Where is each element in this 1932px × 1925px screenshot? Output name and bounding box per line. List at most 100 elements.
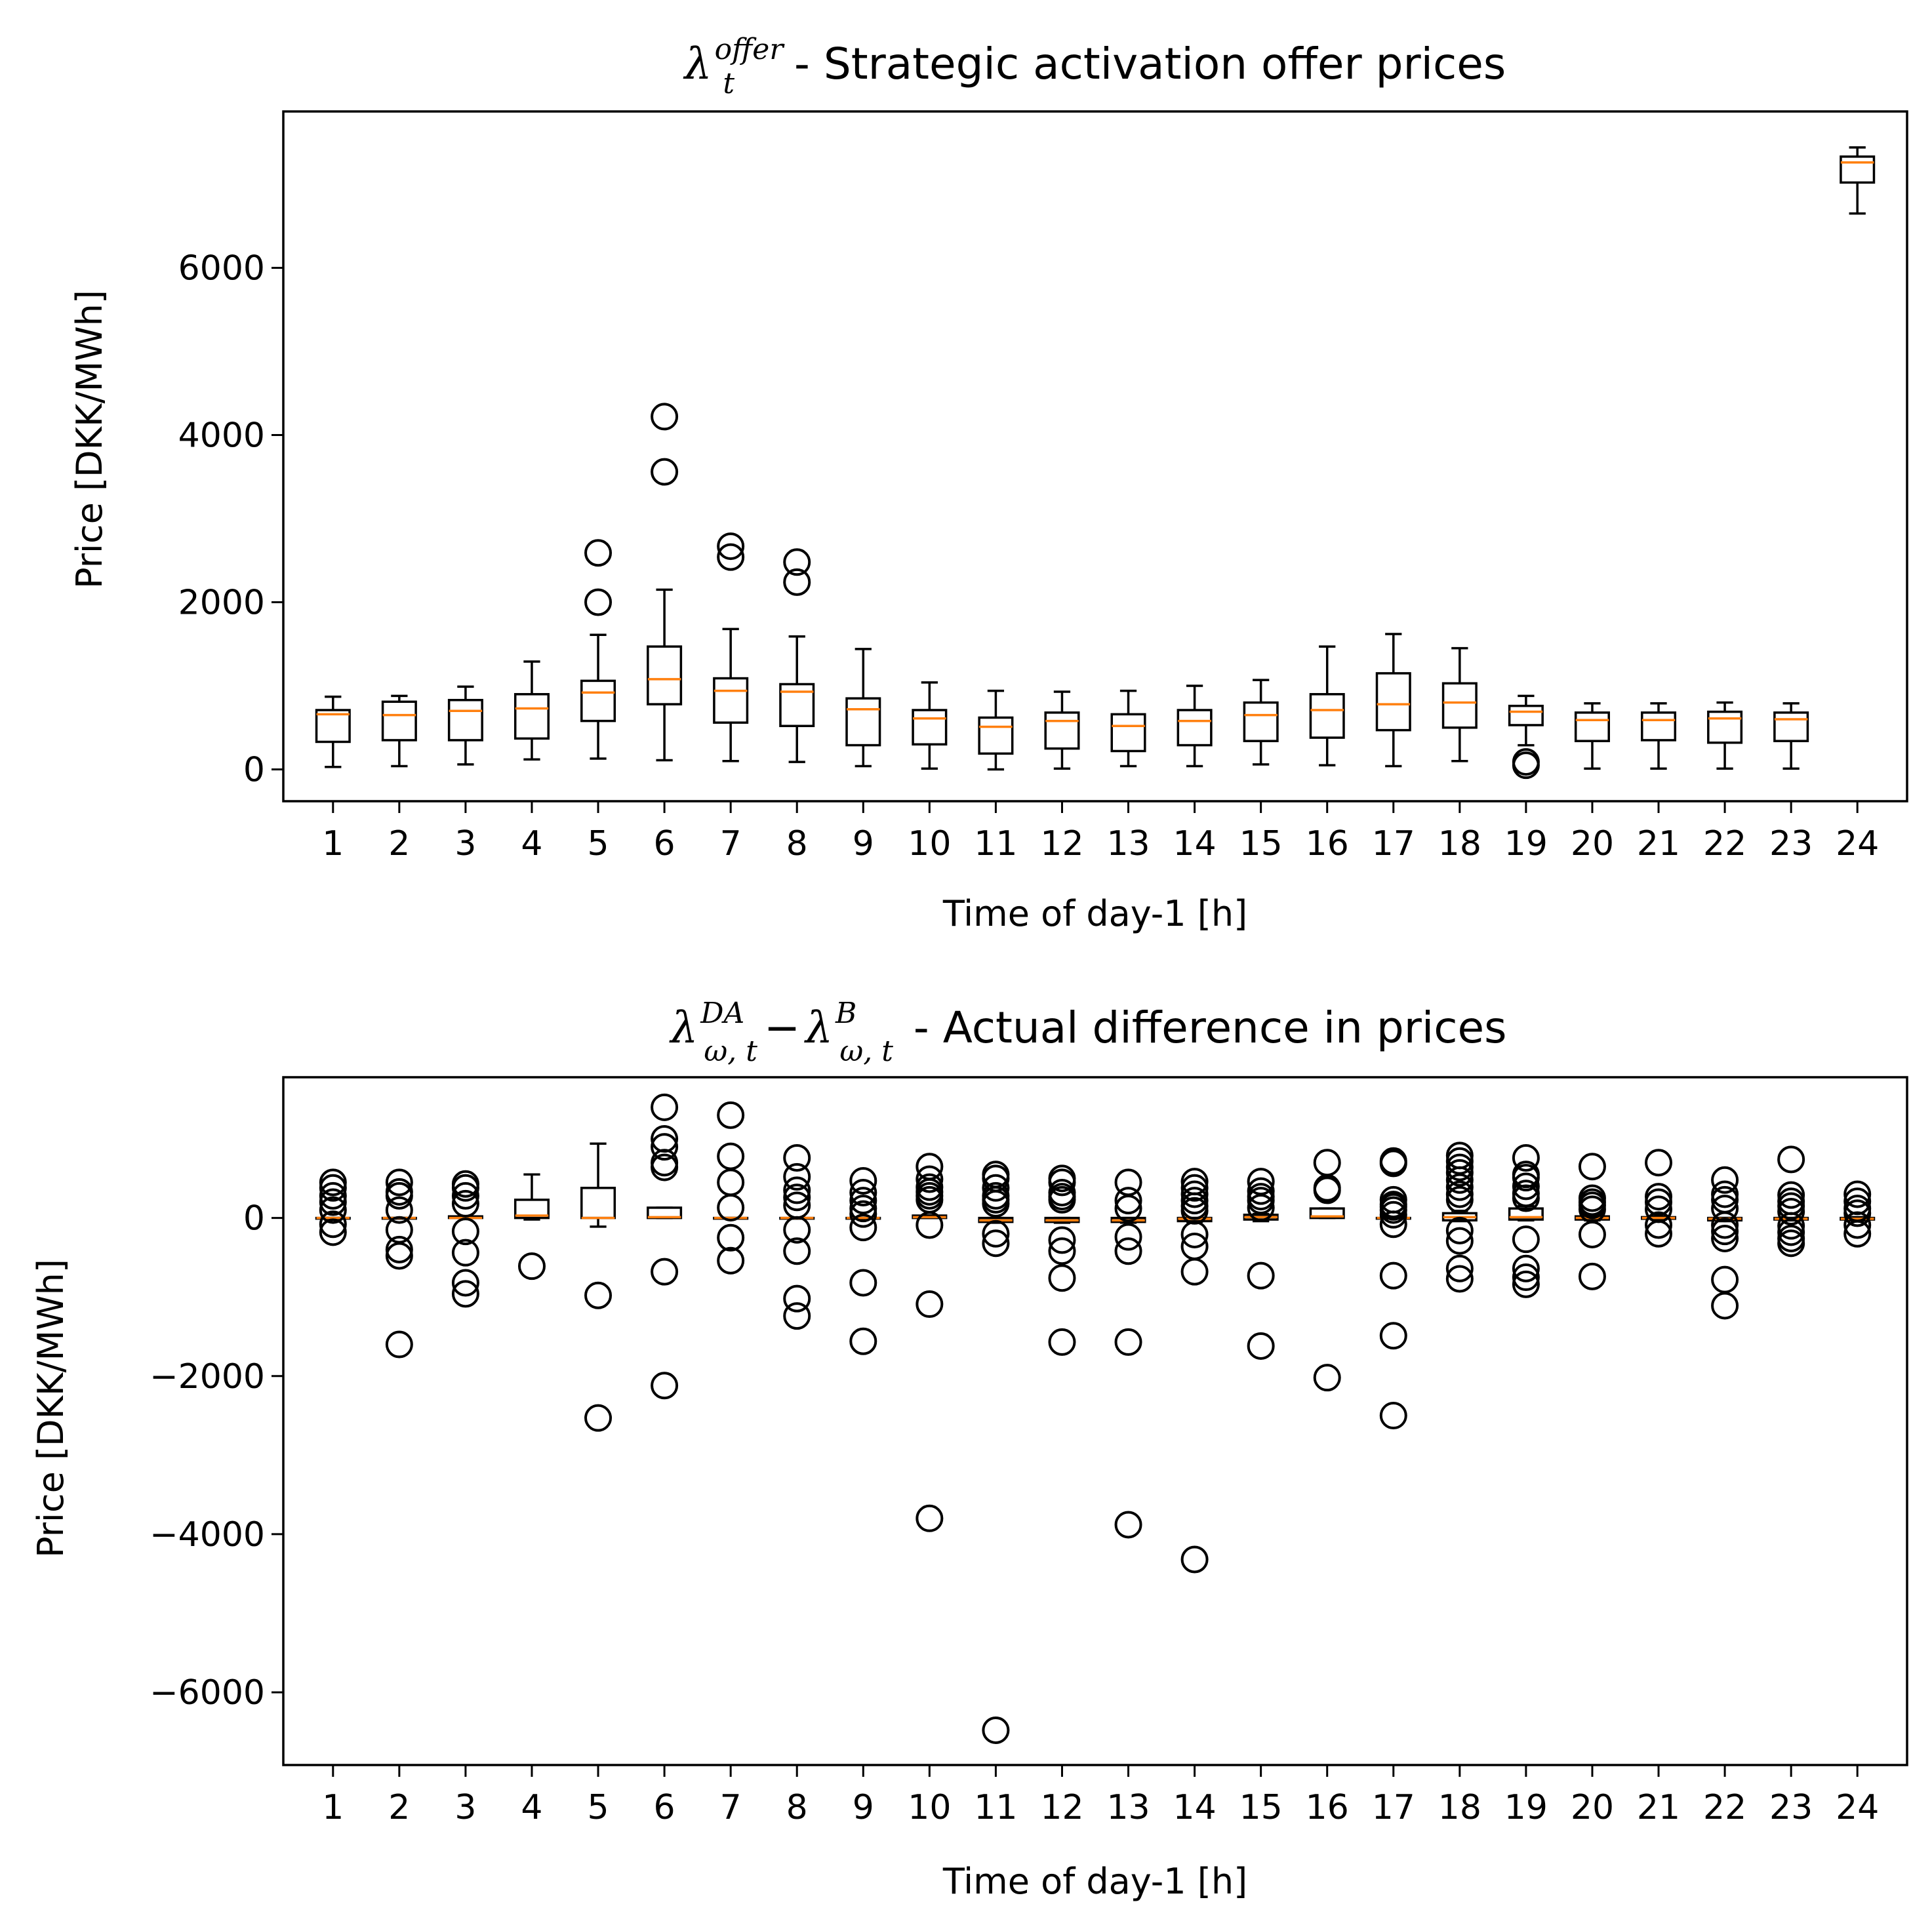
outlier-point [717,1246,745,1275]
box-hour-3 [447,1170,483,1308]
top-y-axis-label: Price [DKK/MWh] [69,290,110,589]
outlier-point [1777,1181,1805,1209]
outlier-point [783,548,811,576]
box-hour-19 [1508,1143,1544,1298]
box-hour-15 [1243,1168,1279,1360]
box-hour-7 [713,532,749,763]
iqr-box [1441,682,1478,729]
outlier-point [1512,1172,1540,1201]
box-hour-23 [1773,1145,1809,1258]
outlier-point [1180,1258,1209,1286]
outlier-point [1180,1174,1209,1202]
outlier-point [717,1193,745,1221]
x-tick-label: 2 [388,1788,410,1827]
outlier-point [385,1242,413,1270]
x-tick-label: 8 [786,1788,808,1827]
outlier-point [1711,1265,1739,1294]
x-tick-label: 3 [454,1788,476,1827]
x-tick-label: 1 [322,824,344,863]
outlier-point [1512,1143,1540,1172]
title-lambda-symbol-2: λ [803,1002,833,1053]
title-lambda-symbol-1: λ [668,1002,698,1053]
outlier-point [385,1168,413,1197]
outlier-point [1048,1328,1076,1356]
x-tick-label: 18 [1438,824,1481,863]
outlier-point [1512,1184,1540,1212]
x-tick-label: 21 [1637,1788,1680,1827]
outlier-point [849,1327,877,1355]
outlier-point [783,1237,811,1265]
box-hour-18 [1441,1141,1478,1293]
box-hour-18 [1441,646,1478,763]
outlier-point [651,1258,679,1286]
iqr-box [1309,693,1345,739]
box-hour-5 [580,539,616,760]
outlier-point [1711,1211,1739,1239]
outlier-point [783,568,811,596]
x-tick-label: 15 [1239,824,1283,863]
x-tick-label: 9 [853,1788,874,1827]
y-tick-label: −2000 [150,1357,265,1397]
box-hour-17 [1375,633,1411,768]
outlier-point [1645,1149,1673,1177]
outlier-point [849,1214,877,1242]
y-tick-label: 0 [243,751,265,790]
box-hour-24 [1840,1180,1876,1248]
box-hour-14 [1177,685,1213,768]
outlier-point [1578,1262,1606,1290]
x-tick-label: 16 [1306,1788,1349,1827]
outlier-point [982,1189,1010,1218]
outlier-point [385,1181,413,1210]
title-minus-sign: − [764,1002,800,1053]
box-hour-5 [580,1142,616,1432]
iqr-box [1177,709,1213,747]
outlier-point [1247,1193,1275,1221]
plot-frame [282,110,1908,803]
x-tick-label: 19 [1504,1788,1548,1827]
y-tick-label: −6000 [150,1673,265,1713]
outlier-point [849,1200,877,1228]
x-tick-label: 11 [974,1788,1017,1827]
outlier-point [982,1220,1010,1248]
top-x-axis-label: Time of day-1 [h] [942,893,1247,934]
bottom-y-axis-label: Price [DKK/MWh] [30,1259,71,1558]
box-hour-11 [978,689,1014,771]
outlier-point [783,1176,811,1204]
outlier-point [451,1181,479,1210]
y-tick-label: 0 [243,1199,265,1239]
outlier-point [1512,1270,1540,1298]
iqr-box [1707,710,1743,744]
box-hour-15 [1243,679,1279,766]
top-boxplot-chart: λoffer t - Strategic activation offer pri… [69,33,1908,934]
outlier-point [451,1280,479,1308]
x-tick-label: 20 [1571,824,1614,863]
box-hour-13 [1110,1168,1146,1539]
x-tick-label: 7 [720,1788,742,1827]
outlier-point [451,1269,479,1297]
x-tick-label: 14 [1173,1788,1217,1827]
outlier-point [584,1281,613,1309]
outlier-point [783,1183,811,1212]
x-tick-label: 11 [974,824,1017,863]
x-tick-label: 17 [1372,824,1415,863]
outlier-point [1445,1185,1474,1214]
outlier-point [319,1218,347,1246]
top-chart-title: λoffer t - Strategic activation offer pri… [683,33,1506,100]
x-tick-label: 15 [1239,1788,1283,1827]
outlier-point [1843,1220,1872,1248]
box-hour-24 [1840,146,1876,215]
x-tick-label: 12 [1040,1788,1083,1827]
outlier-point [1645,1220,1673,1248]
iqr-box [845,697,881,747]
outlier-point [319,1181,347,1210]
iqr-box [1773,711,1809,742]
x-tick-label: 4 [521,824,542,863]
outlier-point [651,1153,679,1181]
outlier-point [1247,1332,1275,1360]
outlier-point [1512,748,1540,776]
box-hour-17 [1375,1147,1411,1430]
box-hour-16 [1309,1149,1345,1392]
x-tick-label: 12 [1040,824,1083,863]
